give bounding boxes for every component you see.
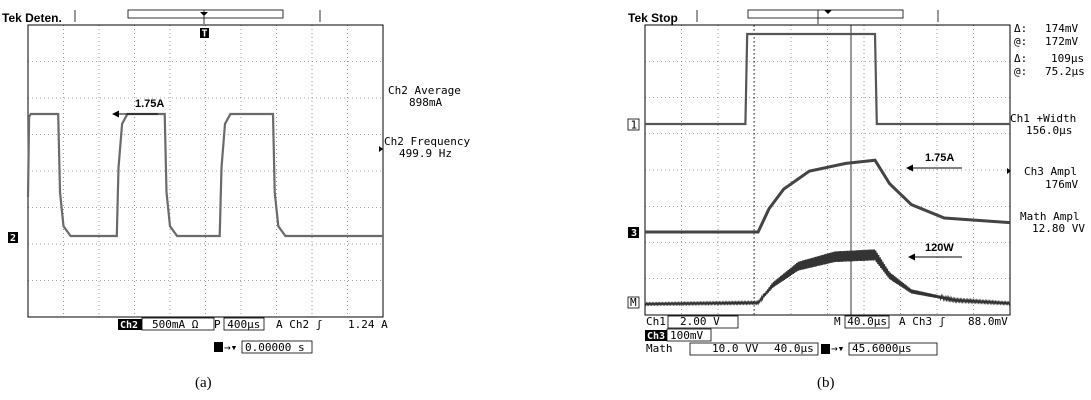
panel-b-footer-math-scale: 10.0 VV [712,342,759,355]
panel-b-footer-trig-pos-box [848,342,938,356]
panel-b-footer-trig-level: 88.0mV [968,315,1008,328]
panel-b-footer-trigger: A Ch3 ʃ [899,315,945,328]
panel-b-ch1-marker-label: 1 [631,119,638,132]
panel-b-ch1-marker-icon [627,118,640,131]
panel-b-ch3-trace [645,158,1011,234]
panel-b-meas-6-value: 12.80 VV [1032,222,1085,235]
panel-a-ch2-trace [26,112,383,238]
panel-a-footer-trig-pos: 0.00000 s [245,341,305,354]
panel-b-math-marker-label: M [630,296,637,309]
panel-a-meas-1-value: 499.9 Hz [399,147,452,160]
panel-b-meas-0-name: Δ: [1014,22,1027,35]
panel-b-footer-trig-arrow: →▾ [831,342,844,355]
panel-b-footer-trig-pos: 45.6000µs [852,342,912,355]
panel-b-footer-math-time: 40.0µs [774,342,814,355]
panel-a-trigger-marker-icon [200,28,209,38]
panel-b-meas-5-value: 176mV [1045,178,1078,191]
panel-b-ch1-trace [645,32,1010,126]
panel-b-meas-5-name: Ch3 Ampl [1024,165,1077,178]
panel-b-meas-3-name: @: [1014,65,1027,78]
panel-b-footer-tdiv-box [844,315,890,329]
panel-a-arrow-icon [112,110,119,118]
panel-b-footer-ch1: Ch1 [646,315,666,328]
panel-a-annotation: 1.75A [135,98,164,110]
panel-b-annotation-0: 1.75A [925,152,954,164]
panel-b-plot-frame [644,24,1011,316]
panel-b-meas-0-value: 174mV [1045,22,1078,35]
panel-a-meas-0-name: Ch2 Average [388,84,461,97]
panel-a-footer-trig-pos-box [241,340,313,354]
panel-b-header: Tek Stop [628,11,678,25]
panel-b-footer-ch3: Ch3 [647,331,665,342]
panel-b-footer-ch3-scale: 100mV [670,329,703,342]
panel-b-footer-ch1-box [667,315,739,329]
panel-a: Tek Deten. T 2 1.75A Ch2 Average 898mA C… [2,9,470,391]
panel-b-ch3-marker-icon [628,227,639,238]
panel-a-footer-trigger: A Ch2 ʃ [276,318,322,331]
panel-a-footer-tdiv: P 400µs [214,318,260,331]
panel-a-ch2-marker-label: 2 [10,233,16,244]
panel-b-annotation-1: 120W [925,242,954,254]
panel-b-meas-3-value: 75.2µs [1045,65,1085,78]
panel-a-meas-0-value: 898mA [409,96,442,109]
panel-b-math-marker-icon [627,296,640,309]
panel-a-meas-1-name: Ch2 Frequency [384,135,470,148]
panel-a-footer-vdiv: 500mA Ω [152,318,199,331]
panel-b-meas-6-name: Math Ampl [1020,210,1080,223]
panel-b: Tek Stop 1 3 M 1.75A 120W Δ: 174mV @: 17… [627,9,1085,391]
panel-b-ch3-marker-label: 3 [631,228,637,239]
panel-a-level-arrow-icon [379,146,383,152]
panel-b-arrow-icon-0 [906,164,913,172]
panel-b-meas-2-value: 109µs [1051,52,1084,65]
panel-b-arrow-icon-1 [908,253,915,261]
panel-b-meas-2-name: Δ: [1014,52,1027,65]
panel-a-ch2-marker-icon [8,232,18,243]
panel-b-meas-1-name: @: [1014,35,1027,48]
panel-a-grid [28,25,383,317]
panel-b-meas-4-value: 156.0µs [1026,124,1072,137]
panel-b-footer-math-box [689,342,819,356]
panel-a-footer-trig-icon [214,342,223,352]
panel-a-trigger-marker-label: T [202,29,208,40]
panel-b-math-trace [644,249,1011,307]
panel-b-meas-1-value: 172mV [1045,35,1078,48]
panel-a-footer-vdiv-box [141,317,215,331]
panel-a-footer-trig-arrow: →▾ [224,341,237,354]
panel-a-footer-ch-badge [118,319,142,330]
panel-a-footer-tdiv-box [223,317,265,331]
panel-b-footer-ch3-badge [645,330,667,341]
panel-a-footer-ch: Ch2 [120,320,138,331]
panel-b-meas-4-name: Ch1 +Width [1010,112,1076,125]
panel-b-level-arrow-icon [1007,168,1011,174]
panel-a-trigger-arrow-icon [200,12,208,16]
panel-a-footer-trig-level: 1.24 A [348,318,388,331]
panel-b-footer-ch1-scale: 2.00 V [680,315,720,328]
panel-b-footer-math: Math [646,342,673,355]
panel-a-caption: (a) [195,375,212,391]
panel-b-trigger-arrow-icon [824,10,832,14]
panel-b-caption: (b) [817,375,835,391]
panel-a-header: Tek Deten. [2,11,62,25]
panel-b-footer-trig-icon [821,344,830,354]
panel-b-footer-tdiv: M 40.0µs [834,315,887,328]
panel-b-grid [645,25,1010,315]
panel-b-footer-ch3-box [666,328,712,342]
